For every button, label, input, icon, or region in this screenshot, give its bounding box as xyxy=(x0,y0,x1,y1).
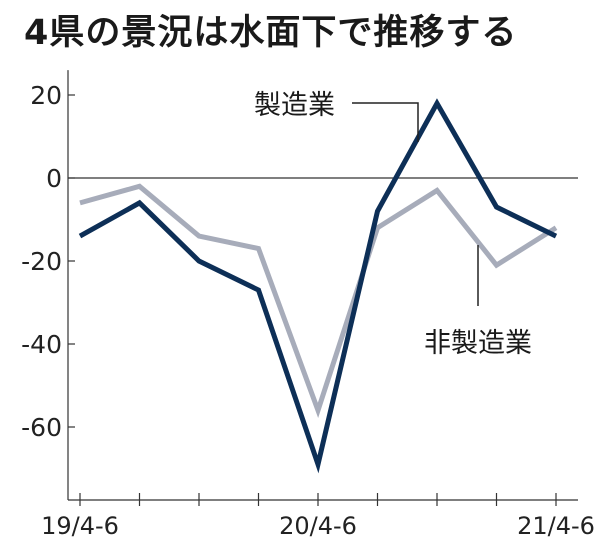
chart-title: 4県の景況は水面下で推移する xyxy=(24,13,518,53)
series-layer xyxy=(78,98,558,474)
y-tick-label: 0 xyxy=(46,164,62,193)
legend-label-manufacturing: 製造業 xyxy=(254,90,335,121)
x-tick-label: 19/4-6 xyxy=(41,512,119,540)
axes-layer: 20 0 -20 -40 -60 19/4-6 20/4-6 21/4-6 xyxy=(21,70,595,540)
y-tick-label: -60 xyxy=(21,413,62,442)
series-line-non-manufacturing xyxy=(79,183,558,419)
y-tick-label: -40 xyxy=(21,330,62,359)
x-tick-label: 20/4-6 xyxy=(279,512,357,540)
leader-line-manufacturing xyxy=(352,102,419,142)
x-tick-label: 21/4-6 xyxy=(517,512,595,540)
y-tick-label: -20 xyxy=(21,247,62,276)
legend-label-non-manufacturing: 非製造業 xyxy=(424,328,532,359)
y-tick-label: 20 xyxy=(30,81,62,110)
